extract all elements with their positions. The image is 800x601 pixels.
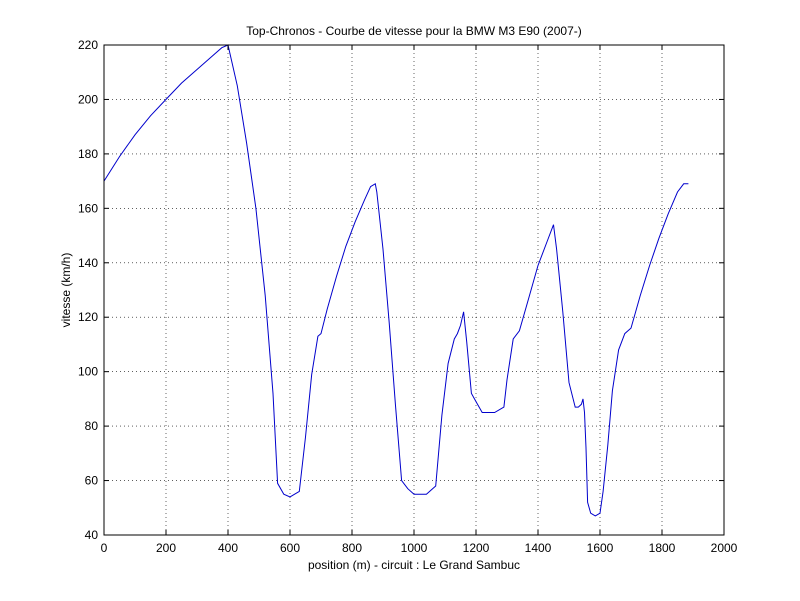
x-tick-label: 2000 xyxy=(711,541,738,555)
x-tick-label: 1400 xyxy=(525,541,552,555)
y-tick-label: 180 xyxy=(78,147,98,161)
y-tick-label: 140 xyxy=(78,256,98,270)
x-tick-label: 200 xyxy=(156,541,176,555)
x-tick-label: 1800 xyxy=(649,541,676,555)
y-tick-label: 60 xyxy=(85,474,99,488)
chart-title: Top-Chronos - Courbe de vitesse pour la … xyxy=(246,24,581,38)
axis-ticks: 0 200 400 600 800 1000 1200 1400 1600 1800 2000 40 6… xyxy=(78,38,738,555)
y-tick-label: 80 xyxy=(85,419,99,433)
x-tick-label: 400 xyxy=(218,541,238,555)
x-tick-label: 1600 xyxy=(587,541,614,555)
y-tick-label: 100 xyxy=(78,365,98,379)
x-tick-label: 1200 xyxy=(463,541,490,555)
x-tick-label: 0 xyxy=(101,541,108,555)
x-tick-label: 600 xyxy=(280,541,300,555)
y-tick-label: 40 xyxy=(85,528,99,542)
y-tick-label: 200 xyxy=(78,92,98,106)
y-tick-label: 160 xyxy=(78,201,98,215)
speed-line xyxy=(103,44,689,517)
x-tick-label: 1000 xyxy=(401,541,428,555)
x-axis-label: position (m) - circuit : Le Grand Sambuc xyxy=(308,558,520,572)
y-axis-label: vitesse (km/h) xyxy=(59,253,73,328)
y-tick-label: 120 xyxy=(78,310,98,324)
y-tick-label: 220 xyxy=(78,38,98,52)
x-tick-label: 800 xyxy=(342,541,362,555)
grid xyxy=(104,45,724,535)
